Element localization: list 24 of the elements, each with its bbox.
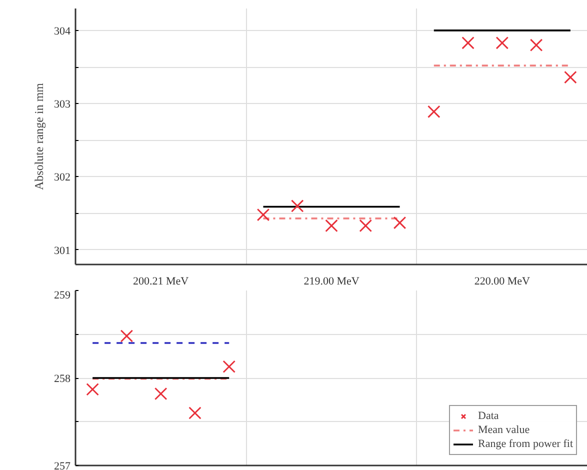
point <box>256 208 270 222</box>
y-tick-label: 258 <box>54 373 71 385</box>
point <box>290 200 304 212</box>
point <box>325 219 338 232</box>
point <box>530 38 543 52</box>
point <box>462 36 474 50</box>
y-tick-label: 259 <box>54 290 71 302</box>
y-tick-label: 304 <box>54 25 71 38</box>
x-tick-label: 200.21 MeV <box>133 276 189 288</box>
legend-label: Range from power fit <box>478 437 573 451</box>
point <box>496 36 509 50</box>
y-tick-label: 301 <box>54 244 70 257</box>
point <box>564 70 577 84</box>
y-axis-title: Absolute range in mm <box>32 82 46 190</box>
point <box>427 105 440 118</box>
x-tick-label: 219.00 MeV <box>304 276 360 288</box>
y-tick-label: 302 <box>54 172 70 184</box>
y-tick-label: 257 <box>54 460 71 470</box>
y-tick-label: 303 <box>54 98 71 111</box>
legend-label: Data <box>478 409 499 423</box>
point <box>359 219 372 232</box>
point <box>393 216 406 230</box>
x-tick-label: 220.00 MeV <box>474 276 530 288</box>
legend-label: Mean value <box>478 423 530 437</box>
